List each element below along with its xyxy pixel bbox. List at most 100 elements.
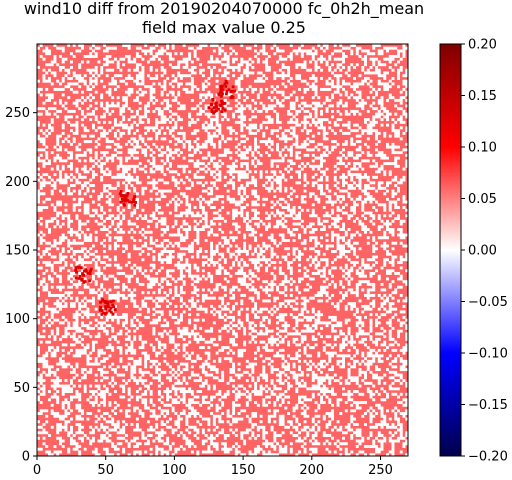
zero-cell xyxy=(218,175,222,179)
zero-cell xyxy=(300,120,304,124)
zero-cell xyxy=(122,285,126,289)
zero-cell xyxy=(284,167,288,171)
zero-cell xyxy=(47,181,51,185)
zero-cell xyxy=(270,175,274,179)
zero-cell xyxy=(303,178,307,182)
zero-cell xyxy=(350,151,354,155)
zero-cell xyxy=(331,140,334,144)
zero-cell xyxy=(207,123,211,127)
zero-cell xyxy=(344,46,348,50)
zero-cell xyxy=(190,98,194,102)
zero-cell xyxy=(67,269,71,273)
zero-cell xyxy=(122,321,126,325)
zero-cell xyxy=(397,129,400,133)
zero-cell xyxy=(344,189,348,193)
zero-cell xyxy=(201,156,205,160)
zero-cell xyxy=(267,104,271,108)
zero-cell xyxy=(182,156,186,160)
zero-cell xyxy=(289,120,293,124)
zero-cell xyxy=(317,217,321,220)
zero-cell xyxy=(317,126,321,130)
zero-cell xyxy=(86,189,90,193)
zero-cell xyxy=(56,109,60,113)
zero-cell xyxy=(201,307,205,311)
zero-cell xyxy=(237,252,241,256)
zero-cell xyxy=(391,96,395,100)
zero-cell xyxy=(251,208,255,212)
zero-cell xyxy=(265,186,269,190)
zero-cell xyxy=(256,258,260,262)
zero-cell xyxy=(336,142,340,146)
zero-cell xyxy=(144,90,148,94)
zero-cell xyxy=(251,310,255,314)
zero-cell xyxy=(108,145,112,149)
zero-cell xyxy=(201,175,205,179)
zero-cell xyxy=(226,195,230,199)
zero-cell xyxy=(298,214,302,218)
zero-cell xyxy=(311,46,315,50)
zero-cell xyxy=(240,107,244,111)
zero-cell xyxy=(86,326,90,330)
zero-cell xyxy=(72,313,76,317)
zero-cell xyxy=(298,49,302,53)
zero-cell xyxy=(75,230,79,234)
zero-cell xyxy=(336,118,340,122)
zero-cell xyxy=(364,57,367,61)
zero-cell xyxy=(369,274,373,278)
zero-cell xyxy=(133,222,137,226)
zero-cell xyxy=(388,200,392,204)
zero-cell xyxy=(391,54,395,58)
zero-cell xyxy=(160,313,164,317)
zero-cell xyxy=(133,299,137,303)
zero-cell xyxy=(111,222,115,226)
zero-cell xyxy=(45,181,49,185)
zero-cell xyxy=(174,120,178,124)
zero-cell xyxy=(111,219,115,223)
zero-cell xyxy=(240,170,244,174)
zero-cell xyxy=(245,214,249,218)
zero-cell xyxy=(116,123,120,127)
zero-cell xyxy=(75,145,79,149)
zero-cell xyxy=(177,118,181,122)
zero-cell xyxy=(336,324,340,328)
zero-cell xyxy=(311,203,315,207)
zero-cell xyxy=(188,115,192,119)
zero-cell xyxy=(190,68,194,72)
zero-cell xyxy=(39,148,43,152)
zero-cell xyxy=(113,236,117,240)
zero-cell xyxy=(317,222,321,226)
zero-cell xyxy=(353,96,356,100)
zero-cell xyxy=(122,230,126,234)
zero-cell xyxy=(322,49,326,53)
zero-cell xyxy=(155,304,159,308)
zero-cell xyxy=(383,162,387,166)
zero-cell xyxy=(391,258,395,262)
zero-cell xyxy=(212,118,216,122)
zero-cell xyxy=(47,293,51,297)
zero-cell xyxy=(174,280,178,284)
zero-cell xyxy=(276,145,280,149)
zero-cell xyxy=(276,222,280,226)
zero-cell xyxy=(108,120,112,124)
zero-cell xyxy=(75,217,79,220)
zero-cell xyxy=(278,211,282,215)
zero-cell xyxy=(284,285,288,289)
zero-cell xyxy=(366,153,370,157)
zero-cell xyxy=(347,250,351,253)
zero-cell xyxy=(265,57,269,61)
zero-cell xyxy=(256,244,260,248)
zero-cell xyxy=(204,126,208,130)
zero-cell xyxy=(141,186,145,190)
zero-cell xyxy=(190,184,194,188)
zero-cell xyxy=(168,291,172,295)
zero-cell xyxy=(399,260,403,264)
zero-cell xyxy=(221,112,225,116)
zero-cell xyxy=(300,219,304,223)
zero-cell xyxy=(201,162,205,166)
zero-cell xyxy=(122,118,126,122)
zero-cell xyxy=(270,271,274,275)
zero-cell xyxy=(58,236,62,240)
zero-cell xyxy=(361,260,365,264)
zero-cell xyxy=(245,74,249,78)
zero-cell xyxy=(193,65,197,69)
